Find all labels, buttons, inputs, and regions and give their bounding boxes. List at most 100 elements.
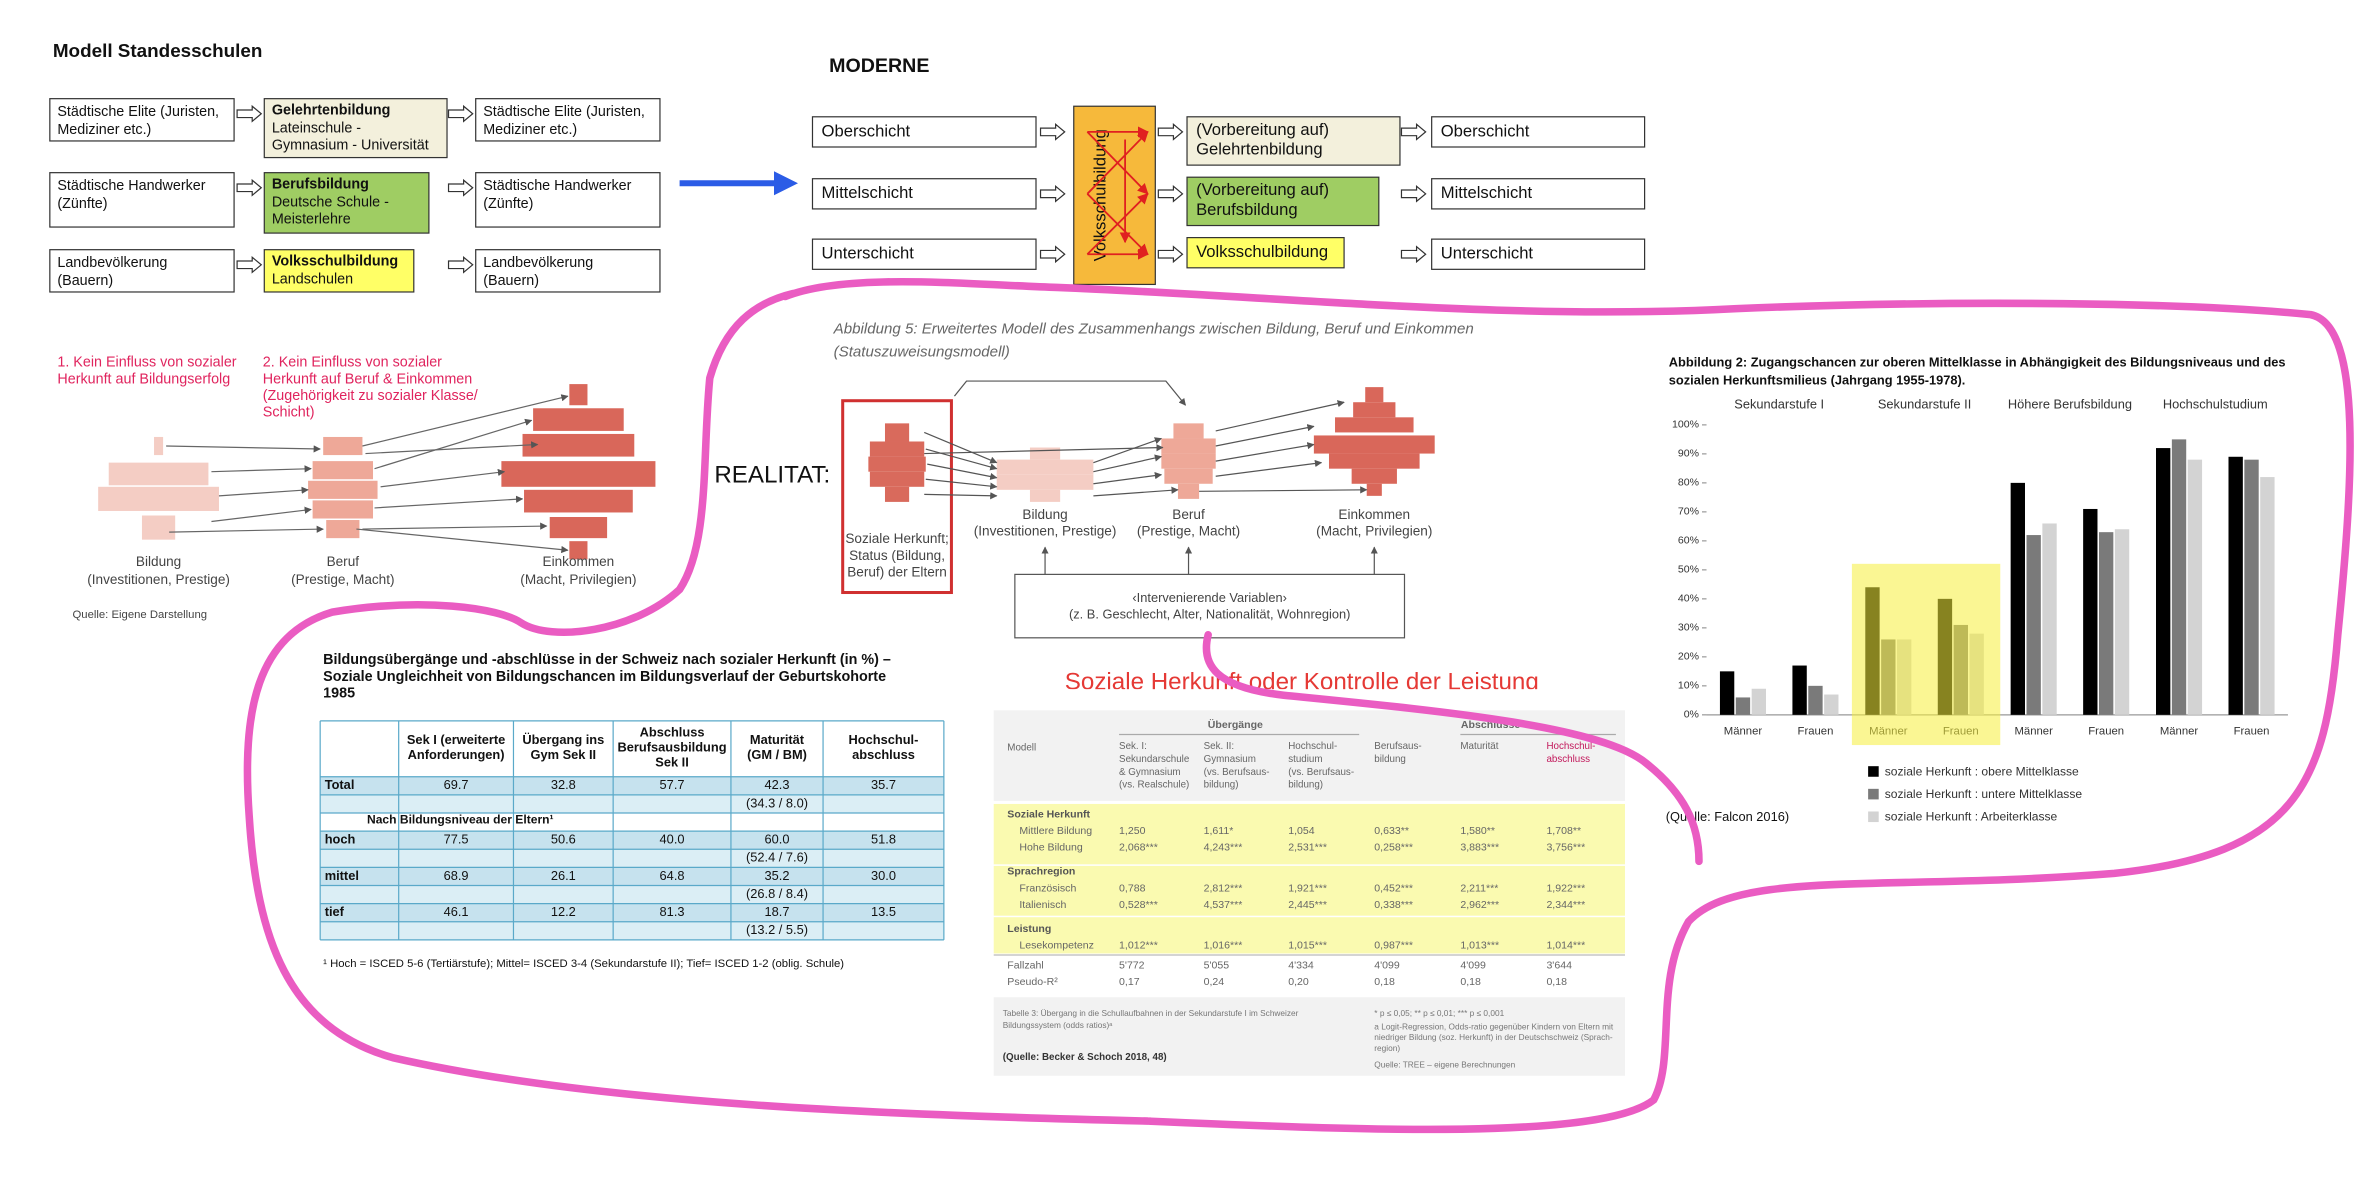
label: tief (325, 904, 345, 919)
label: bildung (1374, 754, 1406, 765)
label: 2,344*** (1546, 899, 1585, 911)
label: 40.0 (660, 832, 685, 847)
hollow-arrow (447, 104, 474, 123)
stack-block (1351, 468, 1397, 484)
label: (Vorbereitung auf) (1196, 180, 1329, 199)
label: Französisch (1019, 882, 1076, 894)
bar (2114, 529, 2130, 715)
flow-arrow (374, 418, 533, 470)
label: (Macht, Privilegien) (1316, 524, 1432, 539)
freehand-loop (243, 277, 2354, 1134)
label: (Prestige, Macht) (291, 572, 394, 587)
hollow-arrow (236, 255, 263, 274)
label: Landschulen (272, 272, 353, 288)
y-tick-label: 50% (1678, 564, 1700, 576)
label: 26.1 (551, 868, 576, 883)
x-tick-label: Frauen (2234, 725, 2270, 737)
label: (Investitionen, Prestige) (87, 572, 230, 587)
hollow-arrow (1039, 123, 1066, 141)
flow-arrow (1215, 442, 1315, 462)
hollow-arrow (236, 104, 263, 123)
label: Herkunft auf Beruf & Einkommen (263, 371, 472, 387)
highlight (993, 865, 1625, 916)
volksschule-box (1073, 105, 1156, 286)
table-row-bg (320, 776, 944, 795)
label: bildung) (1204, 780, 1239, 791)
legend-label: soziale Herkunft : untere Mittelklasse (1885, 787, 2083, 801)
chart-title: Abbildung 2: Zugangschancen zur oberen M… (1669, 354, 2286, 369)
legend-label: soziale Herkunft : Arbeiterklasse (1885, 810, 2058, 824)
stack-block (996, 474, 1094, 490)
flow-arrow (362, 522, 548, 530)
label: 1,922*** (1546, 882, 1585, 894)
y-tick-label: 0% (1684, 709, 1700, 721)
label: Mittlere Bildung (1019, 825, 1092, 837)
label: 77.5 (444, 832, 469, 847)
label: Anforderungen) (408, 747, 505, 762)
label: 4,537*** (1204, 899, 1243, 911)
label: Mediziner etc.) (57, 122, 151, 138)
stack-block (522, 433, 635, 457)
chart-title: sozialen Herkunftsmilieus (Jahrgang 1955… (1669, 372, 1966, 387)
label: Status (Bildung, (849, 548, 945, 563)
flow-arrow (925, 478, 998, 490)
label: Beruf) der Eltern (847, 564, 947, 579)
stack-block (1029, 447, 1061, 460)
label: Volksschulbildung (1196, 242, 1328, 261)
flow-arrow (365, 441, 539, 455)
label: 1,580** (1460, 825, 1495, 837)
highlight (993, 803, 1625, 865)
label: ¹ Hoch = ISCED 5-6 (Tertiärstufe); Mitte… (323, 958, 844, 970)
label: Gelehrtenbildung (1196, 139, 1323, 158)
box (1186, 116, 1401, 166)
label: Sek I (erweiterte (407, 732, 505, 747)
label: (vs. Berufsaus- (1288, 767, 1354, 778)
stack-block (326, 520, 360, 539)
bar (1735, 697, 1751, 715)
label: Städtische Handwerker (57, 178, 205, 194)
table-row-bg (320, 849, 944, 868)
label: Gymnasium (1204, 754, 1256, 765)
label: Modell (1007, 743, 1036, 754)
label: Italienisch (1019, 899, 1066, 911)
label: Lateinschule - (272, 121, 361, 137)
label: Maturität (750, 732, 805, 747)
label: (Macht, Privilegien) (520, 572, 636, 587)
bar (2228, 456, 2243, 715)
label: Berufsbildung (272, 177, 369, 193)
label: 12.2 (551, 904, 576, 919)
legend-swatch (1868, 788, 1879, 800)
bar (2171, 439, 2187, 715)
label: (52.4 / 7.6) (746, 850, 808, 865)
label: 69.7 (444, 777, 469, 792)
label: a Logit-Regression, Odds-ratio gegenüber… (1374, 1022, 1614, 1032)
label: 81.3 (660, 904, 685, 919)
label: 5'055 (1204, 959, 1230, 971)
stack-block (312, 500, 374, 519)
label: 0,258*** (1374, 842, 1413, 854)
label: Hohe Bildung (1019, 842, 1083, 854)
section-title: Modell Standesschulen (53, 40, 263, 61)
label: Hochschul- (1288, 741, 1337, 752)
label: (Quelle: Becker & Schoch 2018, 48) (1003, 1052, 1167, 1063)
label: 2,211*** (1460, 882, 1498, 894)
label: 57.7 (660, 777, 685, 792)
label: (vs. Berufsaus- (1204, 767, 1270, 778)
stack-block (1173, 423, 1204, 439)
label: Gelehrtenbildung (272, 103, 391, 119)
label: 0,788 (1119, 882, 1146, 894)
hollow-arrow (236, 178, 263, 197)
label: Mittelschicht (822, 183, 914, 202)
stack-block (323, 436, 363, 456)
label: Städtische Elite (Juristen, (57, 104, 219, 120)
flow-arrow (925, 448, 998, 471)
hollow-arrow (1400, 123, 1427, 141)
label: 1,611* (1204, 825, 1234, 837)
stack-block (308, 480, 378, 499)
label: Bildung (136, 554, 181, 569)
y-tick-label: 10% (1678, 680, 1700, 692)
label: mittel (325, 868, 359, 883)
label: Soziale Ungleichheit von Bildungschancen… (323, 669, 886, 685)
label: Sekundarschule (1119, 754, 1190, 765)
y-tick-label: 60% (1678, 535, 1700, 547)
